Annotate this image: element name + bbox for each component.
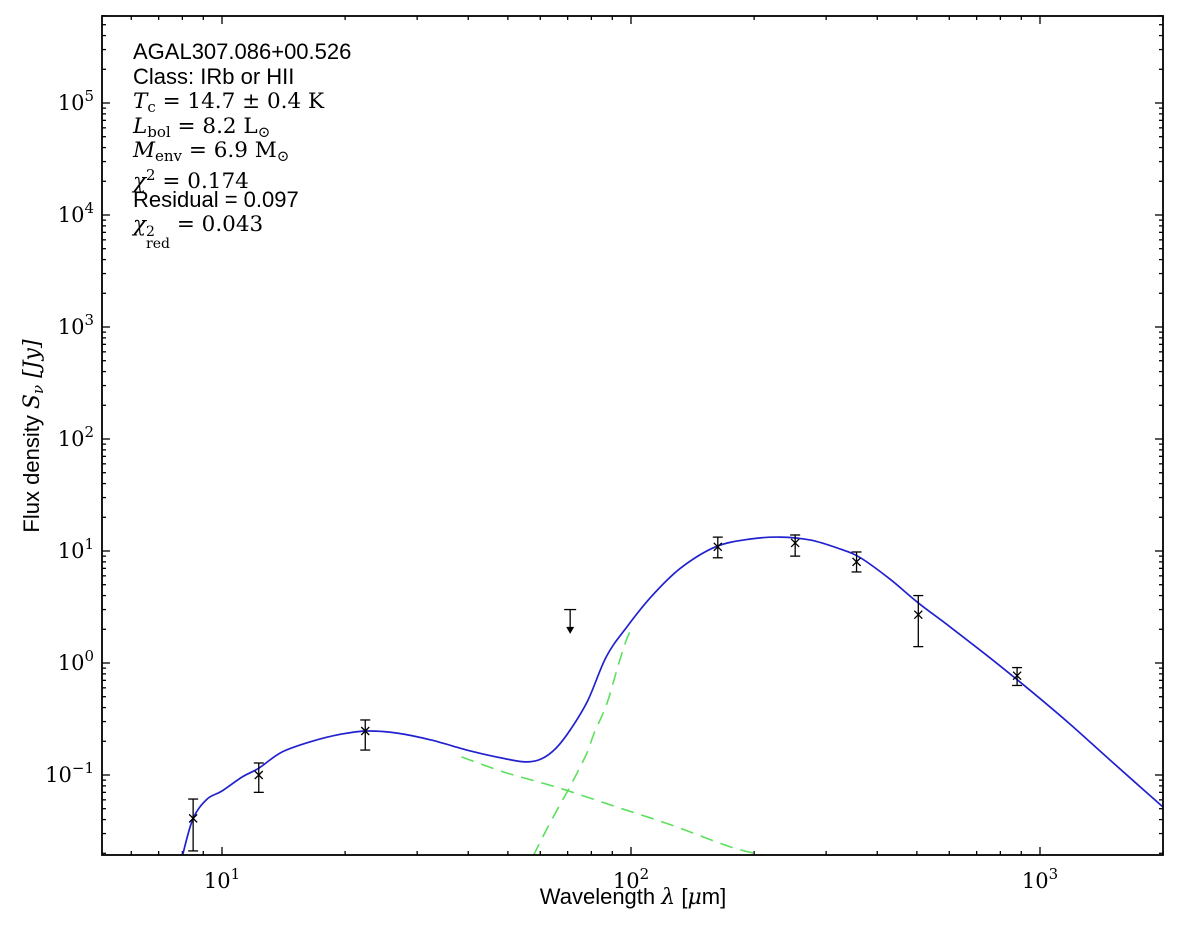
data-point	[1012, 666, 1023, 687]
text-segment: = 0.043	[169, 212, 264, 238]
annotation-line-1: AGAL307.086+00.526	[133, 39, 352, 65]
text-segment: c	[147, 98, 156, 117]
tick-label-10e3: 103	[58, 311, 94, 339]
data-point	[712, 536, 723, 559]
tick-label-10e2: 102	[613, 865, 649, 893]
text-segment: Wavelength	[539, 884, 662, 909]
annotation-line-5: Menv = 6.9 M⊙	[133, 138, 351, 166]
tick-label-10e2: 102	[58, 423, 94, 451]
tick-label-10e4: 104	[58, 199, 94, 227]
x-axis-label: Wavelength λ [μm]	[540, 884, 726, 910]
tick-label-10e-1: 10−1	[45, 759, 94, 787]
text-segment: ν	[29, 384, 47, 394]
annotation-line-4: Lbol = 8.2 L⊙	[133, 113, 351, 141]
data-point	[913, 594, 924, 648]
annotation-line-2: Class: IRb or HII	[133, 63, 351, 90]
cold-component-curve	[532, 630, 632, 855]
text-segment: [Jy]	[20, 339, 45, 385]
text-segment: = 14.7 ± 0.4 K	[155, 89, 325, 115]
text-segment: χ	[133, 212, 147, 238]
data-point	[851, 551, 862, 573]
data-point	[790, 534, 801, 557]
text-segment: ⊙	[257, 122, 271, 141]
annotation-line-7: Residual = 0.097	[133, 186, 351, 213]
sup-sub-stack: 2 red	[146, 224, 170, 253]
text-segment: = 8.2 L	[170, 113, 258, 139]
text-segment: = 6.9 M	[182, 138, 277, 164]
text-segment: [	[675, 884, 688, 909]
plot-frame	[101, 15, 1164, 856]
annotation-line-6: χ2 = 0.174	[133, 163, 351, 194]
text-segment: 2	[146, 165, 156, 184]
text-segment: AGAL307.086+00.526	[133, 39, 352, 64]
text-segment: Flux density	[19, 409, 44, 533]
text-segment: ⊙	[276, 147, 290, 166]
text-segment: μ	[687, 885, 702, 910]
tick-label-10e5: 105	[58, 87, 94, 115]
text-segment: T	[133, 89, 148, 115]
annotation-block: AGAL307.086+00.526 Class: IRb or HII Tc = …	[133, 39, 352, 251]
text-segment: S	[20, 393, 45, 410]
model-curves	[181, 536, 1163, 855]
annotation-line-8: χ 2 red = 0.043	[133, 212, 351, 251]
tick-label-10e3: 103	[1022, 865, 1058, 893]
text-segment: = 0.174	[155, 168, 249, 194]
data-point	[360, 719, 371, 751]
upper-limit-arrow	[564, 608, 577, 634]
text-segment: λ	[661, 885, 676, 910]
text-segment: env	[155, 147, 183, 166]
text-segment: χ	[133, 168, 147, 194]
data-point	[188, 798, 199, 852]
data-point	[253, 762, 264, 793]
hot-component-curve	[461, 756, 763, 855]
y-axis-label: Flux density Sν [Jy]	[19, 339, 47, 532]
text-segment: Class: IRb or HII	[133, 63, 295, 89]
tick-label-10e1: 101	[58, 535, 94, 563]
data-points	[188, 534, 1023, 852]
text-segment: bol	[147, 122, 171, 141]
text-segment: Residual = 0.097	[133, 186, 299, 212]
text-segment: L	[133, 113, 148, 139]
tick-label-10e1: 101	[204, 865, 240, 893]
annotation-line-3: Tc = 14.7 ± 0.4 K	[133, 89, 351, 117]
text-segment: m]	[701, 884, 727, 909]
total-fit-curve	[181, 536, 1163, 855]
text-segment: M	[133, 138, 156, 164]
tick-label-10e0: 100	[58, 647, 94, 675]
